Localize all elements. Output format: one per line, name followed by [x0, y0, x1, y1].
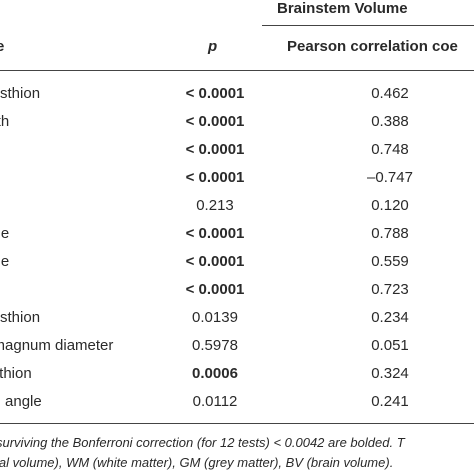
table-row: em angle 0.0112 0.241 — [0, 388, 474, 416]
cell-pearson-r: 0.324 — [371, 365, 409, 382]
group-header-brainstem-volume: Brainstem Volume — [277, 0, 408, 17]
cell-pearson-r: 0.788 — [371, 225, 409, 242]
cell-p-value: < 0.0001 — [185, 253, 245, 270]
column-header-p: p — [208, 38, 218, 55]
cell-pearson-r: 0.234 — [371, 309, 409, 326]
column-header-pearson: Pearson correlation coe — [287, 38, 458, 55]
cell-pearson-r: 0.388 — [371, 113, 409, 130]
cell-variable: ume — [0, 225, 10, 242]
table-row: ume < 0.0001 0.559 — [0, 248, 474, 276]
cell-p-value: 0.0139 — [192, 309, 238, 326]
table-row: pisthion 0.0006 0.324 — [0, 360, 474, 388]
cell-p-value: 0.5978 — [192, 337, 238, 354]
cell-variable: n magnum diameter — [0, 337, 114, 354]
cell-variable: pisthion — [0, 365, 32, 382]
cell-pearson-r: 0.748 — [371, 141, 409, 158]
cell-pearson-r: 0.051 — [371, 337, 409, 354]
cell-p-value: < 0.0001 — [185, 169, 245, 186]
cell-p-value: < 0.0001 — [185, 113, 245, 130]
table-row: < 0.0001 0.723 — [0, 276, 474, 304]
cell-pearson-r: 0.559 — [371, 253, 409, 270]
cell-pearson-r: 0.241 — [371, 393, 409, 410]
cell-p-value: 0.0112 — [192, 393, 238, 410]
cell-variable: em angle — [0, 393, 42, 410]
cell-p-value: 0.213 — [196, 197, 234, 214]
table-row: opisthion 0.0139 0.234 — [0, 304, 474, 332]
table-row: n magnum diameter 0.5978 0.051 — [0, 332, 474, 360]
column-header-variable: e — [0, 38, 5, 55]
cell-pearson-r: –0.747 — [367, 169, 413, 186]
table-row: < 0.0001 –0.747 — [0, 164, 474, 192]
table-footnote: surviving the Bonferroni correction (for… — [0, 433, 474, 473]
cell-pearson-r: 0.462 — [371, 85, 409, 102]
cell-variable: opisthion — [0, 85, 41, 102]
cell-p-value: 0.0006 — [192, 365, 238, 382]
header-rule — [0, 70, 474, 71]
cell-pearson-r: 0.120 — [371, 197, 409, 214]
footnote-line-1: surviving the Bonferroni correction (for… — [0, 435, 405, 450]
footnote-line-2: ial volume), WM (white matter), GM (grey… — [0, 455, 394, 470]
table-row: opisthion < 0.0001 0.462 — [0, 80, 474, 108]
cell-p-value: < 0.0001 — [185, 85, 245, 102]
cell-p-value: < 0.0001 — [185, 141, 245, 158]
cell-variable: opisthion — [0, 309, 41, 326]
cell-p-value: < 0.0001 — [185, 225, 245, 242]
cell-variable: ume — [0, 253, 10, 270]
table-row: < 0.0001 0.748 — [0, 136, 474, 164]
cell-pearson-r: 0.723 — [371, 281, 409, 298]
group-header-rule — [262, 25, 474, 26]
table-row: 0.213 0.120 — [0, 192, 474, 220]
cell-p-value: < 0.0001 — [185, 281, 245, 298]
table-row: ume < 0.0001 0.788 — [0, 220, 474, 248]
table-bottom-rule — [0, 423, 474, 424]
